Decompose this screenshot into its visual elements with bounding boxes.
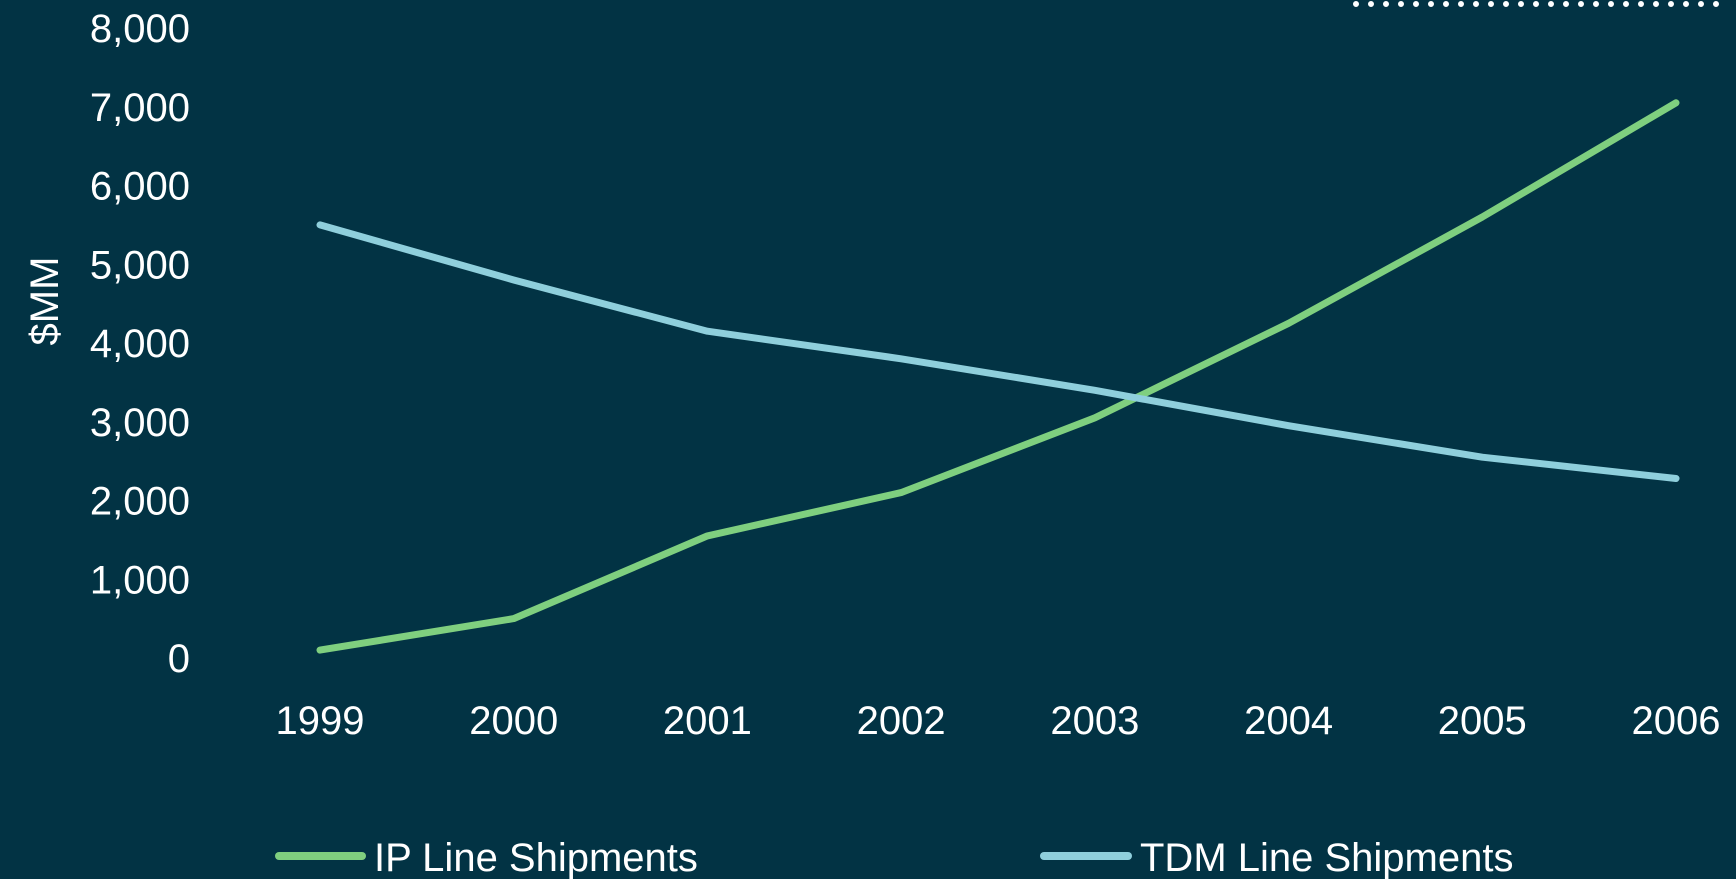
y-tick-label: 6,000	[90, 165, 190, 209]
x-tick-label: 2002	[857, 699, 946, 743]
y-axis-label: $MM	[23, 257, 67, 346]
y-tick-label: 3,000	[90, 401, 190, 445]
series-line-ip	[316, 99, 1680, 654]
legend: IP Line Shipments TDM Line Shipments	[275, 836, 1513, 879]
y-tick-label: 2,000	[90, 480, 190, 524]
legend-label-tdm: TDM Line Shipments	[1140, 836, 1513, 879]
y-tick-label: 8,000	[90, 7, 190, 51]
y-tick-label: 5,000	[90, 243, 190, 287]
x-tick-label: 2006	[1632, 699, 1721, 743]
y-tick-label: 4,000	[90, 322, 190, 366]
x-tick-label: 2000	[469, 699, 558, 743]
x-tick-label: 2003	[1050, 699, 1139, 743]
y-tick-label: 0	[168, 637, 190, 681]
y-tick-label: 7,000	[90, 86, 190, 130]
series-lines	[316, 99, 1680, 654]
legend-label-ip: IP Line Shipments	[374, 836, 698, 879]
x-tick-label: 2001	[663, 699, 752, 743]
y-tick-label: 1,000	[90, 558, 190, 602]
x-tick-label: 1999	[276, 699, 365, 743]
x-tick-labels: 1999 2000 2001 2002 2003 2004 2005 2006	[276, 699, 1721, 743]
x-tick-label: 2005	[1438, 699, 1527, 743]
series-line-tdm	[316, 221, 1680, 482]
y-tick-labels: 0 1,000 2,000 3,000 4,000 5,000 6,000 7,000 8,00…	[90, 7, 190, 681]
x-tick-label: 2004	[1244, 699, 1333, 743]
